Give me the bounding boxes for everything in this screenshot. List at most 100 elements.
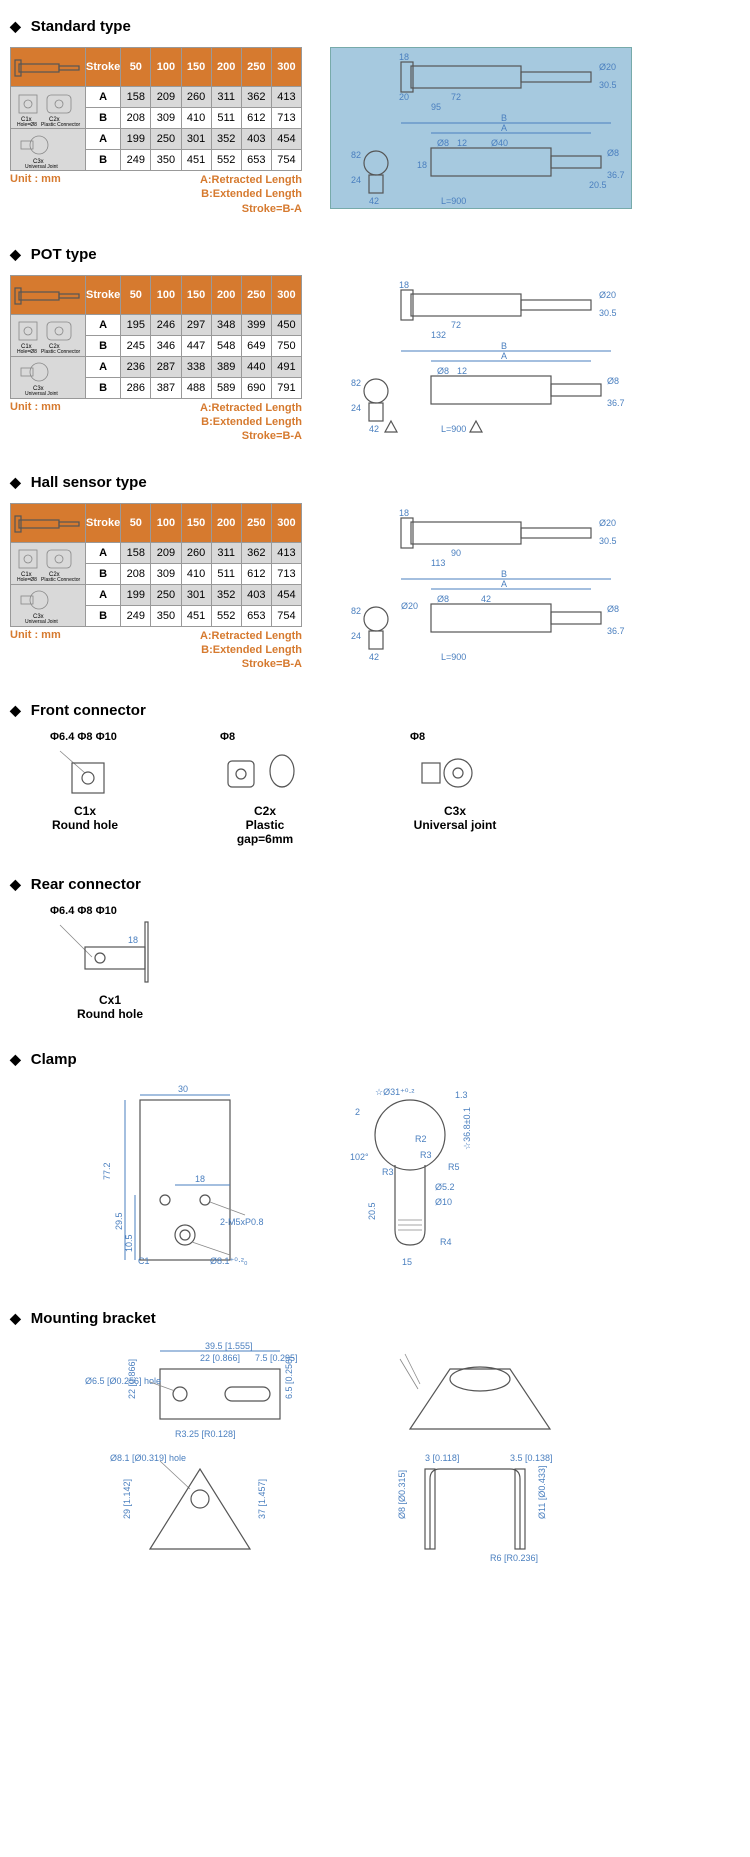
icon-c3x: C3xUniversal Joint [11,584,86,626]
table-hall: Stroke 50100150200250300 C1xC2xHole=Ø8Pl… [10,503,302,627]
svg-text:30.5: 30.5 [599,80,617,90]
title-hall: Hall sensor type [10,474,740,491]
svg-text:R4: R4 [440,1237,452,1247]
svg-text:42: 42 [481,594,491,604]
svg-text:Universal Joint: Universal Joint [25,391,58,396]
svg-text:90: 90 [451,548,461,558]
svg-text:18: 18 [399,52,409,62]
unit-label: Unit : mm [10,173,61,216]
svg-text:Ø20: Ø20 [401,601,418,611]
svg-text:36.7: 36.7 [607,170,625,180]
svg-text:Ø6.5 [Ø0.256] hole: Ø6.5 [Ø0.256] hole [85,1376,161,1386]
drawing-standard: 18 20 72 95 Ø20 30.5 B A 82 24 42 L=900 … [330,47,632,209]
table-pot: Stroke 50100150200250300 C1xC2xHole=Ø8Pl… [10,275,302,399]
svg-text:12: 12 [457,366,467,376]
section-clamp: Clamp 30 18 2-M5xP0.8 Ø8.1⁺⁰·²₀ C1 77.2 … [10,1051,740,1280]
svg-text:2: 2 [355,1107,360,1117]
svg-text:82: 82 [351,378,361,388]
drawing-hall: 18 90 113 Ø20 30.5 B A 82 24 42 Ø20 L=90… [330,503,632,665]
svg-text:82: 82 [351,150,361,160]
svg-text:R3: R3 [382,1167,394,1177]
svg-text:22 [0.866]: 22 [0.866] [127,1359,137,1399]
title-front: Front connector [10,702,740,719]
connector-cx1: Φ6.4 Φ8 Φ10 18 Cx1 Round hole [50,905,170,1021]
svg-text:Universal Joint: Universal Joint [25,619,58,624]
svg-text:36.7: 36.7 [607,398,625,408]
svg-text:L=900: L=900 [441,652,466,662]
title-rear: Rear connector [10,876,740,893]
svg-text:12: 12 [457,138,467,148]
clamp-drawing-left: 30 18 2-M5xP0.8 Ø8.1⁺⁰·²₀ C1 77.2 29.5 1… [80,1080,280,1280]
svg-text:36.7: 36.7 [607,626,625,636]
section-standard: Standard type Stroke 50 100 150 200 250 … [10,18,740,216]
svg-text:37 [1.457]: 37 [1.457] [257,1479,267,1519]
svg-text:A: A [501,123,507,133]
svg-text:B: B [501,341,507,351]
svg-text:L=900: L=900 [441,196,466,206]
clamp-drawing-right: ☆Ø31⁺⁰·² 1.3 2 102° ☆36.8±0.1 R2 R3 R3 R… [320,1080,520,1280]
svg-text:Ø8.1 [Ø0.319] hole: Ø8.1 [Ø0.319] hole [110,1453,186,1463]
svg-text:6.5 [0.256]: 6.5 [0.256] [284,1356,294,1399]
section-pot: POT type Stroke 50100150200250300 C1xC2x… [10,246,740,444]
svg-text:R6 [R0.236]: R6 [R0.236] [490,1553,538,1563]
svg-text:102°: 102° [350,1152,369,1162]
svg-text:A: A [501,579,507,589]
actuator-thumbnail [11,275,86,314]
title-clamp: Clamp [10,1051,740,1068]
mount-top-right [370,1339,590,1449]
svg-text:15: 15 [402,1257,412,1267]
svg-text:30: 30 [178,1084,188,1094]
svg-text:R2: R2 [415,1134,427,1144]
svg-text:Ø11 [Ø0.433]: Ø11 [Ø0.433] [537,1465,547,1518]
svg-text:24: 24 [351,631,361,641]
svg-text:77.2: 77.2 [102,1162,112,1180]
svg-text:24: 24 [351,175,361,185]
svg-text:72: 72 [451,320,461,330]
svg-text:30.5: 30.5 [599,536,617,546]
svg-text:42: 42 [369,652,379,662]
svg-text:42: 42 [369,424,379,434]
section-mounting-bracket: Mounting bracket 39.5 [1.555] 22 [0.866]… [10,1310,740,1569]
icon-c1x-c2x: C1xC2xHole=Ø8Plastic Connector [11,314,86,356]
svg-text:Ø20: Ø20 [599,518,616,528]
svg-text:Ø10: Ø10 [435,1197,452,1207]
icon-c3x: C3xUniversal Joint [11,356,86,398]
svg-text:Plastic Connector: Plastic Connector [41,577,81,582]
drawing-pot: 18 72 132 Ø20 30.5 B A 82 24 42 L=900 Ø8… [330,275,632,437]
svg-text:Universal Joint: Universal Joint [25,164,58,169]
svg-text:95: 95 [431,102,441,112]
svg-text:☆36.8±0.1: ☆36.8±0.1 [462,1107,472,1150]
icon-c3x: C3x Universal Joint [11,129,86,171]
svg-text:Ø40: Ø40 [491,138,508,148]
svg-text:L=900: L=900 [441,424,466,434]
svg-text:Plastic Connector: Plastic Connector [41,349,81,354]
section-hall: Hall sensor type Stroke 5010015020025030… [10,474,740,672]
svg-text:B: B [501,113,507,123]
svg-text:Ø8: Ø8 [437,366,449,376]
svg-text:Ø8: Ø8 [607,376,619,386]
svg-text:18: 18 [399,508,409,518]
svg-text:A: A [501,351,507,361]
svg-text:18: 18 [399,280,409,290]
svg-text:3.5 [0.138]: 3.5 [0.138] [510,1453,553,1463]
svg-text:113: 113 [431,558,445,568]
table-standard: Stroke 50 100 150 200 250 300 C1x C2x [10,47,302,171]
title-mount: Mounting bracket [10,1310,740,1327]
svg-text:Plastic Connector: Plastic Connector [41,122,81,127]
svg-text:20.5: 20.5 [367,1202,377,1220]
svg-text:R5: R5 [448,1162,460,1172]
svg-text:82: 82 [351,606,361,616]
actuator-thumbnail [11,503,86,542]
title-pot: POT type [10,246,740,263]
svg-text:3 [0.118]: 3 [0.118] [425,1453,459,1463]
section-front-connector: Front connector Φ6.4 Φ8 Φ10 C1x Round ho… [10,702,740,846]
svg-text:132: 132 [431,330,446,340]
svg-text:10.5: 10.5 [124,1234,134,1252]
svg-text:72: 72 [451,92,461,102]
connector-c1x: Φ6.4 Φ8 Φ10 C1x Round hole [50,731,120,846]
svg-text:18: 18 [128,935,138,945]
svg-text:R3: R3 [420,1150,432,1160]
svg-text:Ø8: Ø8 [607,148,619,158]
icon-c1x-c2x: C1xC2xHole=Ø8Plastic Connector [11,542,86,584]
svg-text:20: 20 [399,92,409,102]
